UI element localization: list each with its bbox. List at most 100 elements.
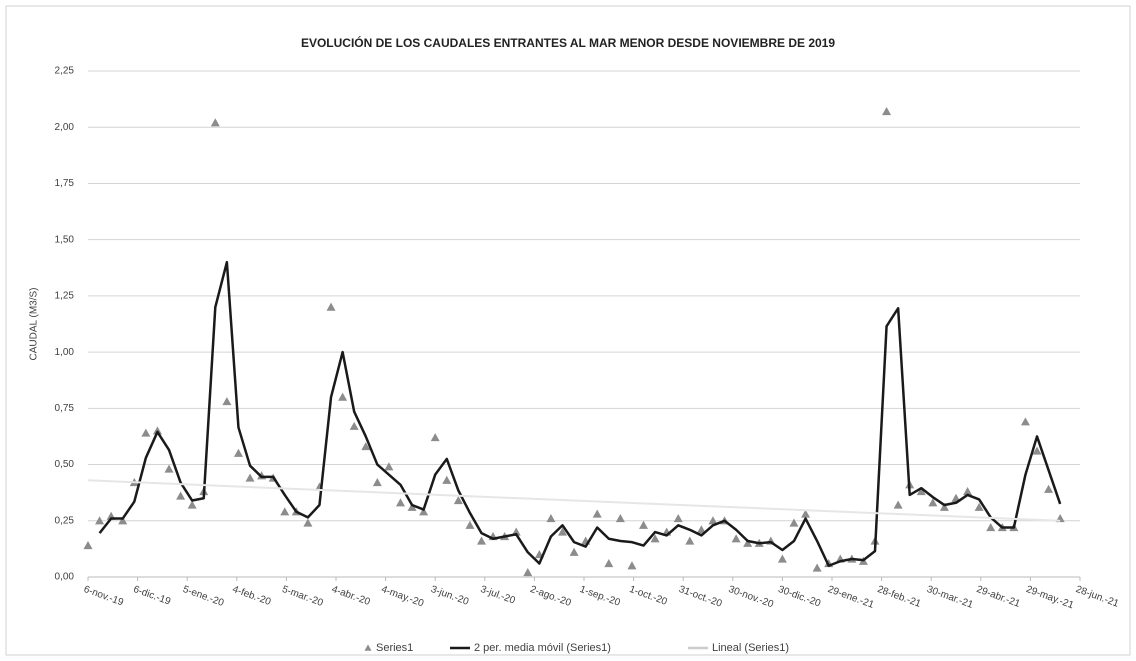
data-point	[1032, 446, 1042, 455]
data-point	[650, 534, 660, 543]
series-line	[98, 260, 1062, 568]
data-point	[731, 534, 741, 543]
x-tick-label: 4-feb.-20	[231, 584, 273, 608]
chart-frame	[5, 5, 1131, 656]
data-point	[627, 561, 637, 570]
y-tick-label: 1,75	[55, 178, 75, 189]
data-point	[777, 554, 787, 563]
x-tick-label: 6-dic.-19	[132, 584, 173, 608]
data-point	[210, 118, 220, 127]
x-tick-label: 30-nov.-20	[727, 584, 775, 611]
data-point	[569, 547, 579, 556]
data-point	[83, 541, 93, 550]
data-point	[141, 428, 151, 437]
data-point	[558, 527, 568, 536]
x-tick-label: 28-feb.-21	[876, 584, 923, 610]
data-point	[546, 514, 556, 523]
data-point	[233, 448, 243, 457]
data-point	[95, 516, 105, 525]
x-tick-label: 4-may.-20	[380, 584, 426, 610]
y-tick-label: 1,25	[55, 291, 75, 302]
data-point	[893, 500, 903, 509]
x-tick-label: 30-dic.-20	[776, 584, 822, 610]
data-point	[604, 559, 614, 568]
x-tick-label: 30-mar.-21	[925, 584, 975, 611]
data-point	[222, 397, 232, 406]
x-tick-label: 31-oct.-20	[677, 584, 723, 610]
data-point	[812, 563, 822, 572]
x-tick-label: 4-abr.-20	[330, 584, 372, 608]
y-tick-label: 0,50	[55, 459, 75, 470]
data-point	[164, 464, 174, 473]
x-tick-label: 6-nov.-19	[82, 584, 125, 609]
data-point	[986, 523, 996, 532]
data-point	[789, 518, 799, 527]
data-point	[801, 509, 811, 518]
data-point	[939, 502, 949, 511]
x-tick-label: 28-jun.-21	[1074, 584, 1120, 610]
data-point	[708, 516, 718, 525]
legend-label: 2 per. media móvil (Series1)	[474, 642, 611, 654]
data-point	[916, 487, 926, 496]
data-point	[361, 442, 371, 451]
data-point	[476, 536, 486, 545]
data-point	[338, 392, 348, 401]
data-point	[395, 498, 405, 507]
data-point	[430, 433, 440, 442]
data-point	[326, 302, 336, 311]
data-point	[245, 473, 255, 482]
data-point	[384, 462, 394, 471]
data-point	[349, 421, 359, 430]
y-tick-label: 1,50	[55, 234, 75, 245]
data-point	[152, 426, 162, 435]
data-point	[442, 475, 452, 484]
data-point	[1020, 417, 1030, 426]
data-point	[303, 518, 313, 527]
data-point	[453, 496, 463, 505]
data-point	[1044, 484, 1054, 493]
legend-label: Lineal (Series1)	[712, 642, 789, 654]
x-tick-label: 2-ago.-20	[528, 584, 572, 609]
x-tick-label: 3-jun.-20	[429, 584, 470, 608]
x-tick-label: 29-may.-21	[1024, 584, 1075, 612]
x-tick-label: 1-sep.-20	[578, 584, 622, 609]
data-point	[928, 498, 938, 507]
data-point	[465, 520, 475, 529]
data-point	[118, 516, 128, 525]
data-point	[407, 502, 417, 511]
data-point	[963, 487, 973, 496]
data-point	[882, 106, 892, 116]
y-tick-label: 2,25	[55, 66, 75, 77]
data-point	[280, 507, 290, 516]
x-tick-label: 29-abr.-21	[975, 584, 1022, 610]
data-point	[592, 509, 602, 518]
y-tick-label: 1,00	[55, 347, 75, 358]
legend-label: Series1	[376, 642, 413, 654]
data-point	[974, 502, 984, 511]
data-point	[685, 536, 695, 545]
y-axis-label: CAUDAL (M3/S)	[29, 288, 40, 361]
y-tick-label: 0,00	[55, 572, 75, 583]
data-point	[372, 478, 382, 487]
x-tick-label: 1-oct.-20	[628, 584, 669, 608]
x-tick-label: 5-ene.-20	[181, 584, 225, 609]
data-point	[176, 491, 186, 500]
y-tick-label: 0,75	[55, 403, 75, 414]
chart-title: EVOLUCIÓN DE LOS CAUDALES ENTRANTES AL M…	[301, 35, 835, 50]
series-line	[87, 479, 1061, 522]
data-point	[639, 520, 649, 529]
data-point	[743, 538, 753, 547]
data-point	[187, 500, 197, 509]
data-point	[615, 514, 625, 523]
data-point	[696, 525, 706, 534]
x-tick-label: 5-mar.-20	[280, 584, 324, 609]
legend-marker	[364, 644, 372, 651]
x-tick-label: 3-jul.-20	[479, 584, 517, 607]
y-tick-label: 0,25	[55, 515, 75, 526]
data-point	[419, 507, 429, 516]
data-point	[673, 514, 683, 523]
y-tick-label: 2,00	[55, 122, 75, 133]
data-point	[523, 568, 533, 577]
x-tick-label: 29-ene.-21	[826, 584, 876, 611]
